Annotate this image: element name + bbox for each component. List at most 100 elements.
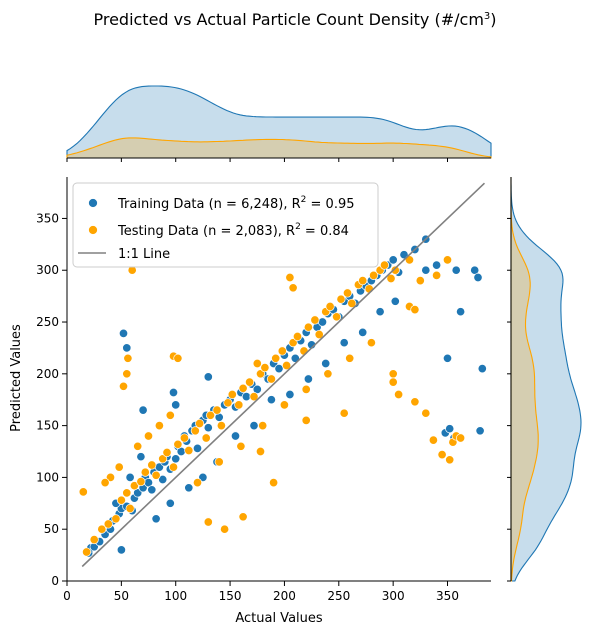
one-to-one-line [81,182,486,568]
legend: Training Data (n = 6,248), R2 = 0.95 Test… [72,182,379,268]
training-point [165,498,175,508]
training-point [432,260,442,270]
training-point [118,328,129,338]
testing-point [195,418,205,429]
testing-point [122,488,132,498]
testing-point [255,446,266,457]
x-tick-label: 350 [436,589,459,603]
x-axis-label: Actual Values [235,611,323,626]
testing-point [236,441,246,451]
training-point [473,272,483,283]
training-point [339,338,349,348]
testing-point [388,377,398,387]
training-point [274,364,284,374]
testing-point [165,410,175,420]
testing-point [201,433,211,443]
testing-point [456,433,466,443]
testing-point [342,288,353,298]
x-tick-label: 50 [114,589,129,603]
testing-point [147,460,157,470]
testing-point [78,487,88,497]
training-point [451,265,461,275]
training-point [375,307,385,317]
testing-point [428,435,438,445]
training-point [203,372,213,382]
testing-point [386,273,396,284]
training-point [388,255,398,265]
training-point [477,364,487,374]
testing-point [82,547,92,557]
training-point [266,395,276,405]
y-tick-label: 250 [36,315,59,329]
y-tick-label: 0 [51,574,59,588]
training-point [285,389,295,400]
y-tick-label: 350 [36,211,59,225]
training-point [171,400,181,410]
legend-training-label: Training Data (n = 6,248), R2 = 0.95 [117,195,355,212]
testing-point [310,315,320,325]
testing-point [332,312,342,322]
testing-point [234,400,244,410]
scatter-points [78,234,487,558]
x-tick-label: 300 [382,589,405,603]
testing-point [154,421,164,431]
testing-point [245,377,255,387]
training-point [192,443,203,453]
testing-point [285,272,295,283]
training-point [136,452,146,462]
testing-point [415,276,425,286]
testing-point [314,329,324,340]
testing-point [223,398,233,408]
testing-point [301,384,311,394]
testing-point [366,338,376,348]
testing-point [364,284,374,294]
training-point [445,424,455,434]
testing-point [299,346,309,356]
y-tick-label: 50 [44,522,59,536]
top-kde-training [66,85,492,159]
testing-point [258,421,268,431]
testing-point [432,270,442,280]
legend-training-marker [88,198,98,208]
testing-point [205,410,216,420]
testing-point [442,255,453,265]
x-tick-label: 0 [63,589,71,603]
testing-point [249,392,259,402]
y-tick-label: 300 [36,263,59,277]
training-point [125,472,135,482]
testing-point [227,389,237,400]
testing-point [390,265,400,275]
testing-point [388,369,398,379]
testing-point [288,283,298,293]
x-tick-label: 200 [273,589,296,603]
testing-point [279,400,289,410]
x-tick-label: 100 [164,589,187,603]
testing-point [339,408,349,418]
testing-point [336,294,346,304]
testing-point [168,462,179,472]
testing-point [158,454,168,464]
testing-point [288,338,298,348]
training-point [158,474,168,485]
training-point [122,343,132,353]
testing-point [282,360,292,371]
legend-box [72,182,379,268]
testing-point [292,331,303,342]
testing-point [277,346,287,356]
chart-title: Predicted vs Actual Particle Count Densi… [93,10,497,29]
legend-line-label: 1:1 Line [118,247,170,262]
testing-point [216,421,226,431]
training-point [147,485,157,495]
identity-line [81,182,486,568]
testing-point [269,478,279,488]
right-kde-testing [510,177,539,582]
testing-point [220,524,230,534]
training-point [230,431,241,441]
testing-point [271,353,281,363]
testing-point [421,408,431,418]
top-marginal-kde [66,85,492,162]
testing-point [238,383,248,393]
testing-point [97,524,107,534]
training-point [116,545,126,555]
